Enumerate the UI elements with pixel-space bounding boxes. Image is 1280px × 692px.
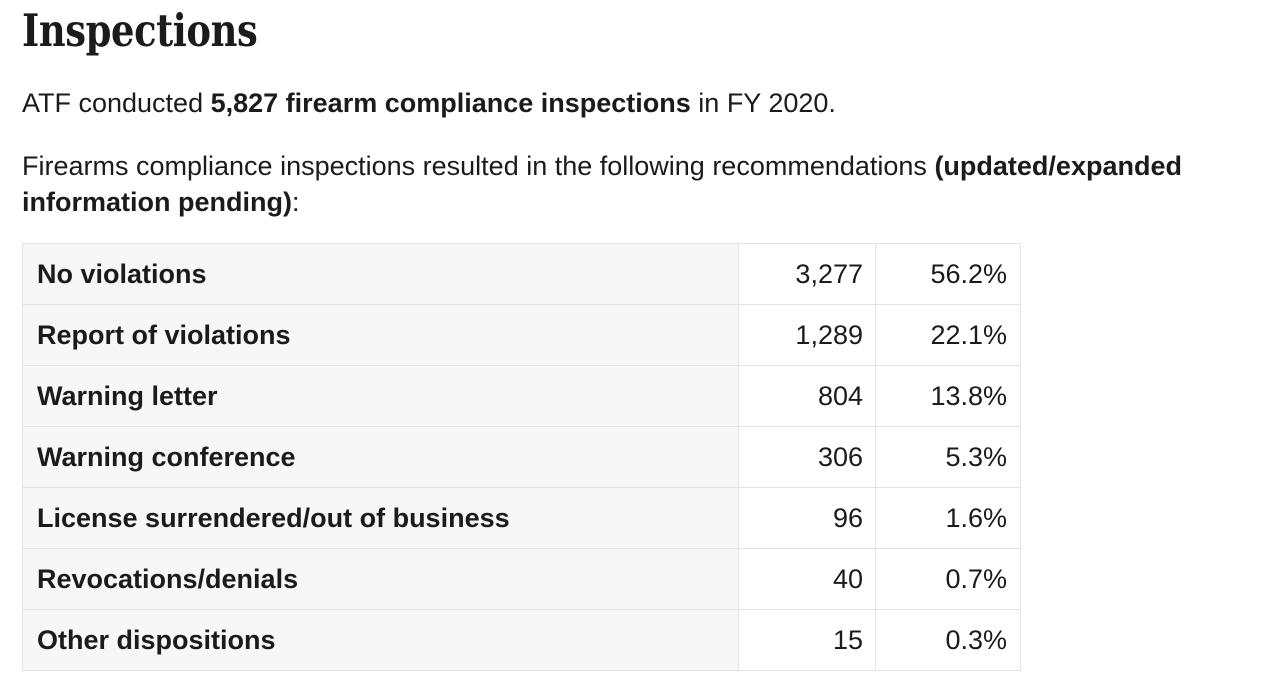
row-percent: 13.8% bbox=[875, 365, 1021, 427]
recommendations-bold-line2: information pending) bbox=[22, 187, 292, 217]
table-row: Report of violations 1,289 22.1% bbox=[22, 304, 1021, 366]
table-row: Warning conference 306 5.3% bbox=[22, 426, 1021, 488]
row-count: 306 bbox=[738, 426, 876, 488]
row-count: 96 bbox=[738, 487, 876, 549]
row-percent: 5.3% bbox=[875, 426, 1021, 488]
table-row: Warning letter 804 13.8% bbox=[22, 365, 1021, 427]
row-label: License surrendered/out of business bbox=[22, 487, 739, 549]
row-percent: 0.3% bbox=[875, 609, 1021, 671]
row-percent: 1.6% bbox=[875, 487, 1021, 549]
row-label: Other dispositions bbox=[22, 609, 739, 671]
row-percent: 0.7% bbox=[875, 548, 1021, 610]
intro-text-bold: 5,827 firearm compliance inspections bbox=[210, 88, 691, 118]
row-label: Warning letter bbox=[22, 365, 739, 427]
table-row: Revocations/denials 40 0.7% bbox=[22, 548, 1021, 610]
table-row: Other dispositions 15 0.3% bbox=[22, 609, 1021, 671]
recommendations-table-body: No violations 3,277 56.2% Report of viol… bbox=[22, 243, 1021, 671]
recommendations-text-regular: Firearms compliance inspections resulted… bbox=[22, 151, 935, 181]
page-title: Inspections bbox=[22, 4, 258, 57]
recommendations-table: No violations 3,277 56.2% Report of viol… bbox=[22, 243, 1021, 671]
recommendations-bold-line1: (updated/expanded bbox=[934, 151, 1182, 181]
row-percent: 56.2% bbox=[875, 243, 1021, 305]
row-count: 1,289 bbox=[738, 304, 876, 366]
intro-text-after: in FY 2020. bbox=[690, 88, 836, 118]
row-count: 804 bbox=[738, 365, 876, 427]
content-area: Inspections ATF conducted 5,827 firearm … bbox=[22, 4, 1260, 671]
row-count: 3,277 bbox=[738, 243, 876, 305]
intro-paragraph: ATF conducted 5,827 firearm compliance i… bbox=[22, 86, 1260, 121]
row-count: 40 bbox=[738, 548, 876, 610]
table-row: License surrendered/out of business 96 1… bbox=[22, 487, 1021, 549]
row-label: Revocations/denials bbox=[22, 548, 739, 610]
row-count: 15 bbox=[738, 609, 876, 671]
recommendations-text-suffix: : bbox=[291, 187, 300, 217]
row-label: Warning conference bbox=[22, 426, 739, 488]
recommendations-text-bold: (updated/expanded information pending) bbox=[22, 151, 1182, 217]
row-label: Report of violations bbox=[22, 304, 739, 366]
row-label: No violations bbox=[22, 243, 739, 305]
table-row: No violations 3,277 56.2% bbox=[22, 243, 1021, 305]
recommendations-paragraph: Firearms compliance inspections resulted… bbox=[22, 148, 1260, 220]
intro-text-before: ATF conducted bbox=[22, 88, 211, 118]
row-percent: 22.1% bbox=[875, 304, 1021, 366]
